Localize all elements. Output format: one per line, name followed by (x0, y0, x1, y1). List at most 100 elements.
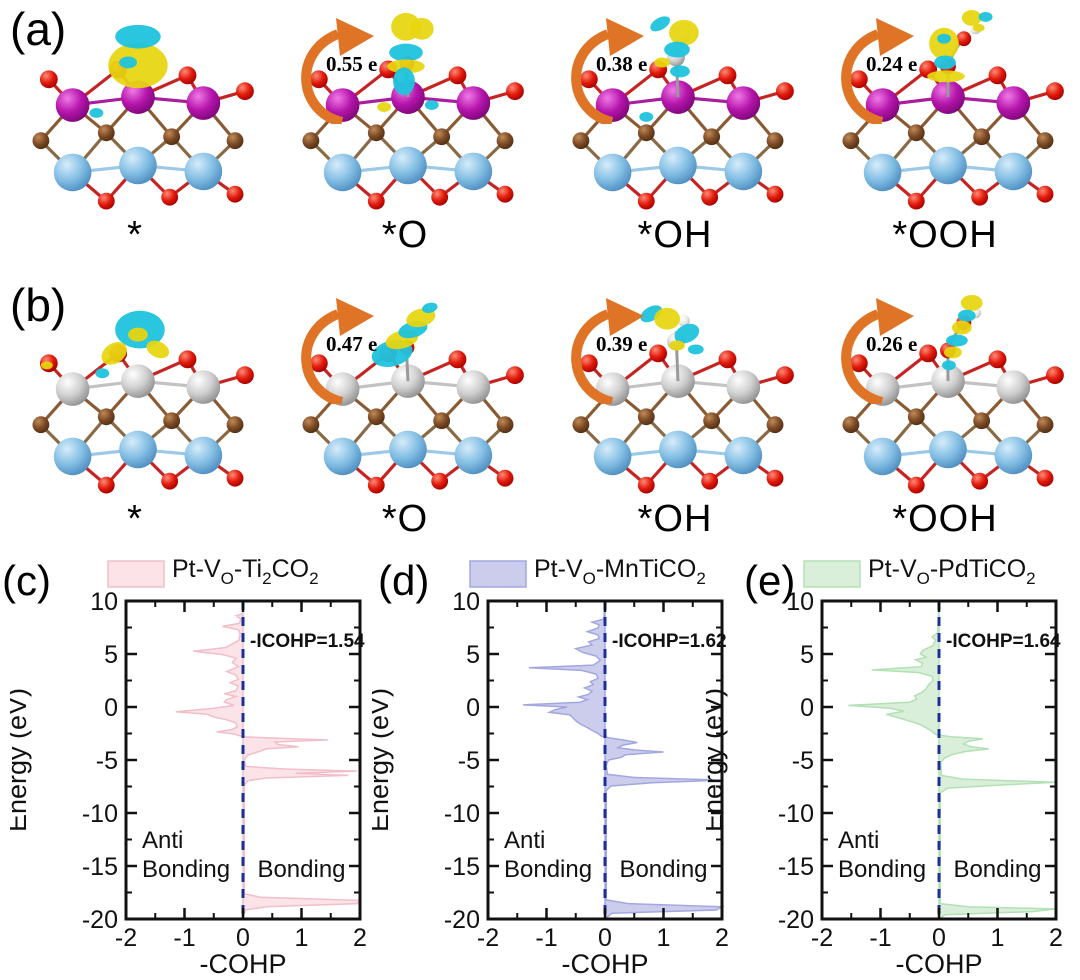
legend-label: Pt-VO-PdTiCO2 (868, 555, 1036, 588)
panel-label-c: (c) (2, 557, 51, 604)
structure-cell: 0.55 e *O (270, 0, 540, 272)
antibonding-label: Anti (504, 827, 545, 854)
x-axis-label: -COHP (562, 949, 649, 979)
svg-text:-20: -20 (444, 906, 480, 934)
charge-transfer-arrow-icon (301, 18, 374, 124)
antibonding-label: Anti (838, 827, 879, 854)
adsorbate-label: * (127, 214, 143, 256)
molecular-structure-O-adsorbed (302, 302, 524, 494)
charge-transfer-value: 0.26 e (866, 332, 918, 356)
icohp-annotation: -ICOHP=1.54 (250, 631, 365, 652)
structure-cell: * (0, 272, 270, 555)
icohp-annotation: -ICOHP=1.64 (946, 631, 1061, 652)
svg-text:5: 5 (104, 641, 118, 669)
molecular-structure-clean-surface (32, 310, 254, 494)
panel-a-row: * 0.55 e *O 0.38 e *OH 0.24 e *OOH (0, 0, 1080, 272)
molecular-structure-O-adsorbed (302, 12, 524, 210)
svg-text:-5: -5 (458, 747, 480, 775)
charge-transfer-value: 0.24 e (866, 52, 918, 76)
icohp-annotation: -ICOHP=1.62 (612, 631, 727, 652)
panel-label-d: (d) (378, 557, 430, 604)
svg-text:0: 0 (598, 924, 612, 952)
svg-text:Bonding: Bonding (142, 856, 230, 883)
svg-text:-1: -1 (869, 924, 891, 952)
svg-text:0: 0 (236, 924, 250, 952)
svg-text:-5: -5 (792, 747, 814, 775)
svg-text:Bonding: Bonding (838, 856, 926, 883)
cohp-curve (848, 600, 1057, 921)
cohp-curve (175, 601, 362, 920)
svg-text:-1: -1 (173, 924, 195, 952)
bonding-label: Bonding (619, 856, 707, 883)
svg-text:1: 1 (991, 924, 1005, 952)
molecular-structure-OH-adsorbed (572, 16, 794, 210)
svg-text:-2: -2 (477, 924, 499, 952)
svg-text:-10: -10 (82, 800, 118, 828)
y-axis-label: Energy (eV) (706, 688, 728, 832)
adsorbate-label: *O (381, 498, 429, 540)
adsorbate-label: *OH (637, 498, 713, 540)
svg-text:10: 10 (786, 588, 814, 616)
svg-text:2: 2 (1049, 924, 1062, 952)
svg-text:-10: -10 (444, 800, 480, 828)
svg-text:-2: -2 (115, 924, 137, 952)
molecular-structure-clean-surface (32, 24, 254, 210)
svg-text:1: 1 (657, 924, 671, 952)
svg-text:0: 0 (466, 694, 480, 722)
bonding-label: Bonding (257, 856, 345, 883)
legend-label: Pt-VO-MnTiCO2 (534, 555, 706, 588)
svg-text:-20: -20 (82, 906, 118, 934)
structure-cell: 0.26 e *OOH (810, 272, 1080, 555)
legend-label: Pt-VO-Ti2CO2 (172, 555, 319, 588)
structure-cell: 0.47 e *O (270, 272, 540, 555)
charge-transfer-arrow-icon (571, 18, 644, 124)
structure-cell: 0.38 e *OH (540, 0, 810, 272)
molecular-structure-OOH-adsorbed (842, 9, 1064, 210)
svg-text:-2: -2 (811, 924, 833, 952)
legend-swatch (107, 560, 165, 588)
charge-transfer-value: 0.39 e (596, 332, 648, 356)
bonding-label: Bonding (953, 856, 1041, 883)
panel-label-a: (a) (10, 3, 67, 55)
x-axis-label: -COHP (200, 949, 287, 979)
svg-text:0: 0 (104, 694, 118, 722)
svg-text:Bonding: Bonding (504, 856, 592, 883)
adsorbate-label: * (127, 498, 143, 540)
panel-label-b: (b) (10, 279, 67, 331)
adsorbate-label: *OH (637, 214, 713, 256)
charge-transfer-value: 0.38 e (596, 52, 648, 76)
charge-transfer-value: 0.47 e (326, 332, 378, 356)
structure-cell: 0.39 e *OH (540, 272, 810, 555)
charge-transfer-value: 0.55 e (326, 52, 378, 76)
svg-text:-15: -15 (444, 853, 480, 881)
structure-cell: * (0, 0, 270, 272)
svg-text:-5: -5 (96, 747, 118, 775)
x-axis-label: -COHP (896, 949, 983, 979)
charge-transfer-arrow-icon (841, 18, 914, 124)
panel-label-e: (e) (744, 557, 796, 604)
y-axis-label: Energy (eV) (372, 688, 394, 832)
svg-text:-15: -15 (82, 853, 118, 881)
svg-text:-15: -15 (778, 853, 814, 881)
svg-text:0: 0 (932, 924, 946, 952)
adsorbate-label: *OOH (892, 214, 998, 256)
svg-text:5: 5 (800, 641, 814, 669)
legend-swatch (469, 560, 527, 588)
y-axis-label: Energy (eV) (10, 688, 32, 832)
cohp-curve (523, 600, 725, 921)
charge-transfer-arrow-icon (571, 298, 644, 404)
svg-text:-10: -10 (778, 800, 814, 828)
svg-text:-20: -20 (778, 906, 814, 934)
panel-b-row: * 0.47 e *O 0.39 e *OH 0.26 e *OOH (0, 272, 1080, 555)
antibonding-label: Anti (142, 827, 183, 854)
svg-text:2: 2 (353, 924, 366, 952)
adsorbate-label: *O (381, 214, 429, 256)
legend-swatch (803, 560, 861, 588)
svg-text:2: 2 (715, 924, 728, 952)
svg-text:1: 1 (295, 924, 309, 952)
svg-text:5: 5 (466, 641, 480, 669)
svg-text:-1: -1 (535, 924, 557, 952)
